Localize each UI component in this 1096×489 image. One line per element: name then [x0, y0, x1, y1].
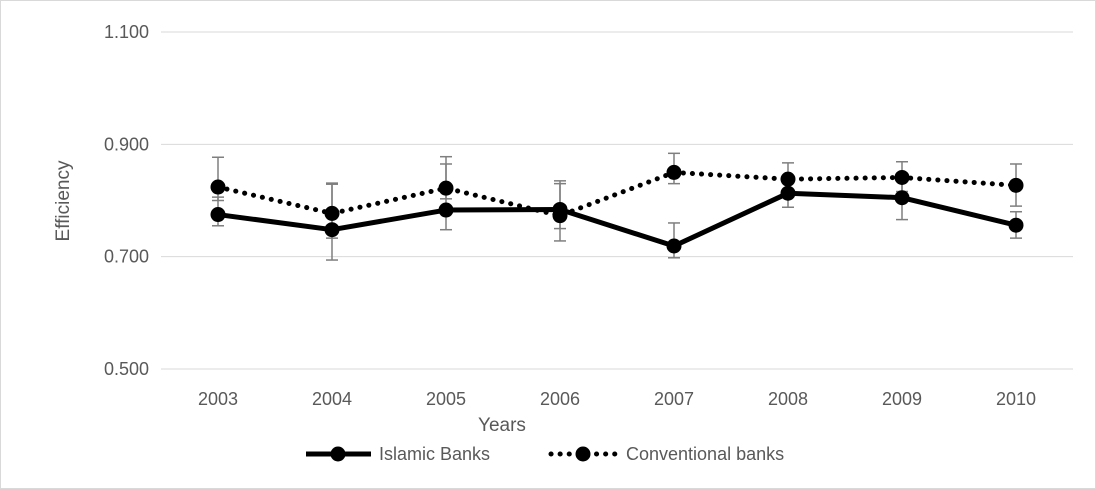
x-tick-label-2009: 2009: [882, 389, 922, 409]
legend-item-islamic-banks: Islamic Banks: [306, 444, 490, 464]
point-conventional-banks-2007: [666, 164, 682, 180]
series-line-conventional-banks: [215, 169, 1019, 219]
x-tick-label-2006: 2006: [540, 389, 580, 409]
x-axis-title: Years: [478, 415, 526, 436]
point-islamic-banks-2004: [324, 222, 340, 238]
point-conventional-banks-2004: [324, 205, 340, 221]
y-tick-label-0.900: 0.900: [104, 134, 149, 154]
y-tick-label-1.100: 1.100: [104, 22, 149, 42]
legend-label-conventional-banks: Conventional banks: [626, 444, 784, 464]
x-axis-ticks: 2003 2004 2005 2006 2007 2008 2009 2010: [198, 389, 1036, 409]
legend-marker-conventional-banks: [575, 446, 591, 462]
point-conventional-banks-2005: [438, 180, 454, 196]
y-axis-title: Efficiency: [53, 160, 74, 241]
legend: Islamic Banks Conventional banks: [306, 444, 784, 464]
legend-label-islamic-banks: Islamic Banks: [379, 444, 490, 464]
x-tick-label-2010: 2010: [996, 389, 1036, 409]
point-islamic-banks-2003: [210, 207, 226, 223]
x-tick-label-2004: 2004: [312, 389, 352, 409]
x-tick-label-2007: 2007: [654, 389, 694, 409]
point-conventional-banks-2006: [552, 208, 568, 224]
point-conventional-banks-2003: [210, 179, 226, 195]
y-tick-label-0.500: 0.500: [104, 359, 149, 379]
legend-marker-islamic-banks: [330, 446, 346, 462]
legend-item-conventional-banks: Conventional banks: [548, 444, 784, 464]
series-lines: [215, 169, 1019, 249]
x-tick-label-2005: 2005: [426, 389, 466, 409]
point-conventional-banks-2010: [1008, 177, 1024, 193]
series-markers: [210, 164, 1024, 254]
x-tick-label-2003: 2003: [198, 389, 238, 409]
gridlines: [161, 31, 1073, 370]
point-islamic-banks-2010: [1008, 217, 1024, 233]
point-islamic-banks-2009: [894, 190, 910, 206]
point-conventional-banks-2009: [894, 169, 910, 185]
point-islamic-banks-2007: [666, 238, 682, 254]
y-axis-ticks: 0.500 0.700 0.900 1.100: [104, 22, 149, 379]
point-islamic-banks-2008: [780, 185, 796, 201]
x-tick-label-2008: 2008: [768, 389, 808, 409]
y-tick-label-0.700: 0.700: [104, 247, 149, 267]
series-line-islamic-banks: [217, 190, 1017, 249]
point-islamic-banks-2005: [438, 202, 454, 218]
point-conventional-banks-2008: [780, 171, 796, 187]
